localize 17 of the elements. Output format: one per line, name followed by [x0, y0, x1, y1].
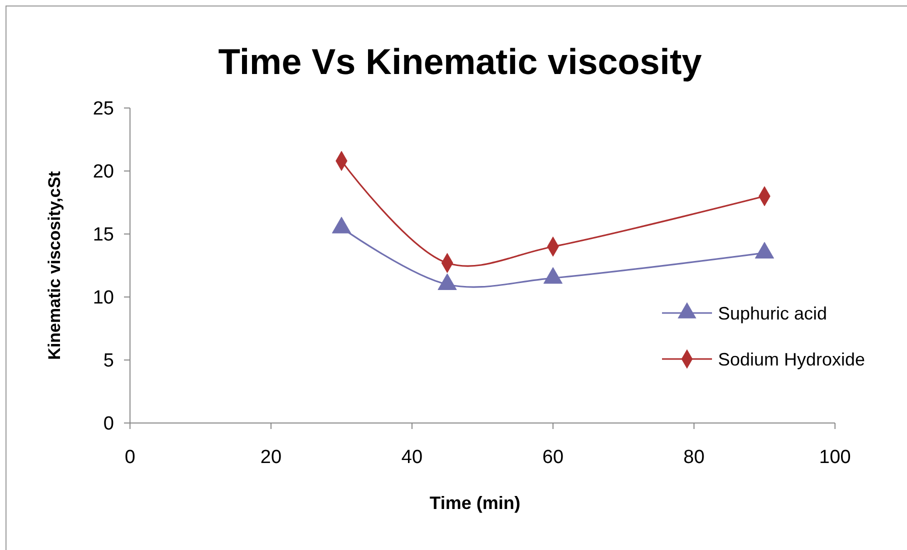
- legend-label: Suphuric acid: [718, 303, 828, 324]
- y-tick-label: 5: [103, 350, 114, 372]
- x-tick-label: 0: [124, 447, 136, 468]
- x-tick-label: 40: [401, 447, 423, 468]
- x-tick-label: 80: [683, 447, 705, 468]
- x-tick-label: 60: [542, 447, 564, 468]
- y-tick-label: 25: [92, 98, 114, 120]
- y-axis-title: Kinematic viscosity,cSt: [45, 170, 64, 360]
- y-tick-label: 15: [92, 224, 114, 246]
- x-tick-label: 20: [260, 447, 282, 468]
- x-tick-label: 100: [819, 447, 851, 468]
- x-axis-title: Time (min): [430, 493, 520, 513]
- y-tick-label: 10: [92, 288, 114, 309]
- chart-title: Time Vs Kinematic viscosity: [218, 41, 702, 82]
- y-tick-label: 0: [103, 414, 114, 435]
- legend-label: Sodium Hydroxide: [718, 349, 866, 370]
- y-tick-label: 20: [92, 162, 114, 183]
